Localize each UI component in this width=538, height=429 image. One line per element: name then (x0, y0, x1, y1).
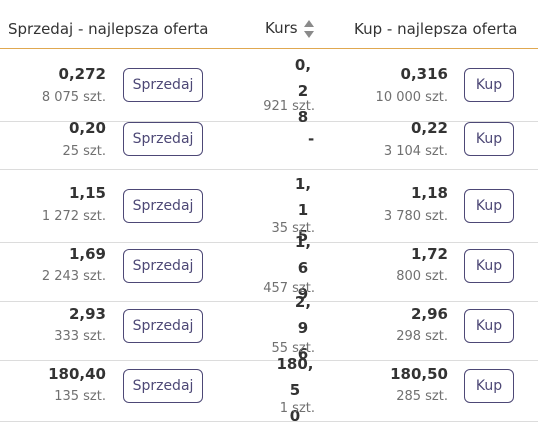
kurs-value: 0,2 8 (291, 52, 315, 130)
sell-price: 180,40 (48, 365, 106, 383)
buy-column-header: Kup - najlepsza oferta (354, 20, 518, 38)
kurs-quantity: 1 szt. (279, 401, 315, 416)
sell-price: 0,20 (68, 119, 106, 137)
sell-quantity: 333 szt. (54, 329, 106, 344)
kurs-value-line: 2,9 (294, 293, 312, 337)
table-row: 0,272 8 075 szt. Sprzedaj 0,2 8 921 szt. … (0, 49, 538, 126)
sell-button[interactable]: Sprzedaj (123, 369, 203, 403)
sell-button[interactable]: Sprzedaj (123, 122, 203, 156)
kurs-value-line: 1,1 (294, 175, 312, 219)
buy-quantity: 800 szt. (396, 269, 448, 284)
table-row: 2,93 333 szt. Sprzedaj 2,9 6 55 szt. 2,96… (0, 293, 538, 363)
buy-quantity: 10 000 szt. (375, 90, 448, 105)
buy-button[interactable]: Kup (464, 68, 514, 102)
kurs-value-line: 0,2 (294, 56, 312, 100)
sell-button[interactable]: Sprzedaj (123, 189, 203, 223)
buy-quantity: 3 780 szt. (383, 209, 448, 224)
buy-button[interactable]: Kup (464, 249, 514, 283)
sell-quantity: 1 272 szt. (41, 209, 106, 224)
sort-up-down-icon[interactable] (303, 19, 315, 39)
sell-quantity: 25 szt. (62, 144, 106, 159)
sell-quantity: 2 243 szt. (41, 269, 106, 284)
sell-quantity: 8 075 szt. (41, 90, 106, 105)
kurs-value-line: 1,6 (294, 233, 312, 277)
kurs-value-line: 6 (297, 345, 309, 363)
kurs-quantity: 921 szt. (263, 99, 315, 114)
buy-price: 0,22 (410, 119, 448, 137)
kurs-value-line: 5 (297, 227, 309, 245)
kurs-quantity: 35 szt. (271, 221, 315, 236)
sell-quantity: 135 szt. (54, 389, 106, 404)
buy-button[interactable]: Kup (464, 309, 514, 343)
buy-price: 2,96 (410, 305, 448, 323)
kurs-quantity: 55 szt. (271, 341, 315, 356)
table-row: 1,69 2 243 szt. Sprzedaj 1,6 9 457 szt. 1… (0, 233, 538, 303)
table-row: 0,20 25 szt. Sprzedaj - 0,22 3 104 szt. … (0, 119, 538, 170)
kurs-value-line: 9 (297, 285, 309, 303)
kurs-quantity: 457 szt. (263, 281, 315, 296)
kurs-value-line: 180,5 (276, 355, 314, 399)
kurs-column-header[interactable]: Kurs (265, 19, 298, 37)
buy-button[interactable]: Kup (464, 369, 514, 403)
sell-button[interactable]: Sprzedaj (123, 68, 203, 102)
kurs-value-line: 8 (297, 108, 309, 126)
table-header: Sprzedaj - najlepsza oferta Kurs Kup - n… (0, 0, 538, 49)
kurs-value: - (308, 130, 315, 148)
sell-price: 1,15 (68, 184, 106, 202)
kurs-value-line: 0 (289, 407, 301, 425)
buy-price: 1,72 (410, 245, 448, 263)
sell-button[interactable]: Sprzedaj (123, 309, 203, 343)
table-row: 180,40 135 szt. Sprzedaj 180,5 0 1 szt. 1… (0, 355, 538, 425)
table-row: 1,15 1 272 szt. Sprzedaj 1,1 5 35 szt. 1,… (0, 170, 538, 245)
buy-quantity: 3 104 szt. (383, 144, 448, 159)
buy-quantity: 298 szt. (396, 329, 448, 344)
kurs-value: 2,9 6 (291, 289, 315, 367)
buy-price: 1,18 (410, 184, 448, 202)
sell-price: 2,93 (68, 305, 106, 323)
sell-column-header: Sprzedaj - najlepsza oferta (8, 20, 209, 38)
kurs-value: 1,6 9 (291, 229, 315, 307)
sell-price: 0,272 (58, 65, 106, 83)
kurs-value: 1,1 5 (291, 171, 315, 249)
sell-button[interactable]: Sprzedaj (123, 249, 203, 283)
buy-price: 0,316 (400, 65, 448, 83)
kurs-value: 180,5 0 (275, 351, 315, 429)
buy-quantity: 285 szt. (396, 389, 448, 404)
buy-price: 180,50 (390, 365, 448, 383)
buy-button[interactable]: Kup (464, 122, 514, 156)
sell-price: 1,69 (68, 245, 106, 263)
buy-button[interactable]: Kup (464, 189, 514, 223)
